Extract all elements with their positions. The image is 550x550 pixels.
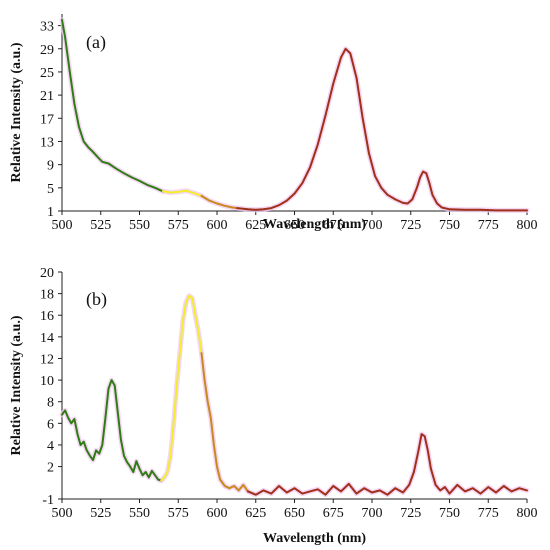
panel-label: (a)	[86, 32, 106, 53]
y-tick-label: 20	[40, 266, 54, 281]
x-tick-label: 550	[129, 506, 150, 521]
spectrum-segment-0	[61, 18, 164, 193]
y-tick-label: 4	[47, 439, 54, 454]
x-tick-label: 675	[323, 218, 344, 233]
x-tick-label: 575	[168, 506, 189, 521]
x-tick-label: 500	[52, 506, 73, 521]
y-tick-label: 18	[40, 288, 54, 303]
x-tick-label: 800	[517, 218, 538, 233]
x-tick-label: 775	[478, 218, 499, 233]
spectrum-segment-3	[236, 47, 528, 212]
y-tick-label: -1	[42, 493, 54, 508]
x-tick-label: 650	[284, 506, 305, 521]
x-tick-label: 575	[168, 218, 189, 233]
x-tick-label: 600	[207, 218, 228, 233]
x-tick-label: 525	[90, 506, 111, 521]
series-glow	[199, 193, 240, 211]
y-tick-label: 10	[40, 374, 54, 389]
y-tick-label: 6	[47, 417, 54, 432]
y-tick-label: 9	[47, 159, 54, 174]
x-tick-label: 650	[284, 218, 305, 233]
y-tick-label: 13	[40, 135, 54, 150]
x-tick-label: 625	[245, 506, 266, 521]
y-tick-label: 5	[47, 182, 54, 197]
x-tick-label: 625	[245, 218, 266, 233]
spectrum-segment-2	[200, 352, 249, 493]
spectrum-segment-2	[200, 194, 239, 210]
spectrum-segment-1	[161, 189, 203, 197]
y-tick-label: 8	[47, 396, 54, 411]
x-tick-label: 700	[362, 506, 383, 521]
y-tick-label: 2	[47, 461, 54, 476]
y-axis-title: Relative Intensity (a.u.)	[9, 42, 24, 182]
spectrum-segment-1	[160, 294, 203, 482]
y-axis-title: Relative Intensity (a.u.)	[9, 315, 24, 455]
y-tick-label: 1	[47, 205, 54, 220]
y-tick-label: 17	[40, 112, 54, 127]
spectrum-segment-3	[247, 433, 528, 496]
x-axis-title: Wavelength (nm)	[263, 531, 366, 546]
x-tick-label: 750	[439, 218, 460, 233]
y-tick-label: 12	[40, 352, 54, 367]
x-tick-label: 500	[52, 218, 73, 233]
x-tick-label: 750	[439, 506, 460, 521]
x-tick-label: 675	[323, 506, 344, 521]
x-tick-label: 775	[478, 506, 499, 521]
x-axis-title: Wavelength (nm)	[263, 217, 366, 232]
x-tick-label: 725	[400, 506, 421, 521]
panel-label: (b)	[86, 289, 107, 310]
x-tick-label: 725	[400, 218, 421, 233]
series-glow	[234, 46, 530, 213]
x-tick-label: 550	[129, 218, 150, 233]
y-tick-label: 33	[40, 20, 54, 35]
panel-b: 500 525 550 575 600 625 650 675 700 725 750 775 800 -…	[9, 266, 538, 546]
spectrum-segment-0	[61, 379, 163, 482]
panel-a: 500 525 550 575 600 625 650 675 700 725 750 775 8001…	[9, 14, 538, 233]
x-tick-label: 600	[207, 506, 228, 521]
y-tick-label: 14	[40, 331, 54, 346]
y-tick-label: 29	[40, 43, 54, 58]
series-glow	[158, 293, 204, 484]
x-tick-label: 700	[362, 218, 383, 233]
x-tick-label: 525	[90, 218, 111, 233]
y-tick-label: 21	[40, 89, 54, 104]
y-tick-label: 25	[40, 66, 54, 81]
x-tick-label: 800	[517, 506, 538, 521]
series-glow	[245, 431, 530, 498]
y-tick-label: 16	[40, 309, 54, 324]
series-glow	[199, 350, 251, 494]
